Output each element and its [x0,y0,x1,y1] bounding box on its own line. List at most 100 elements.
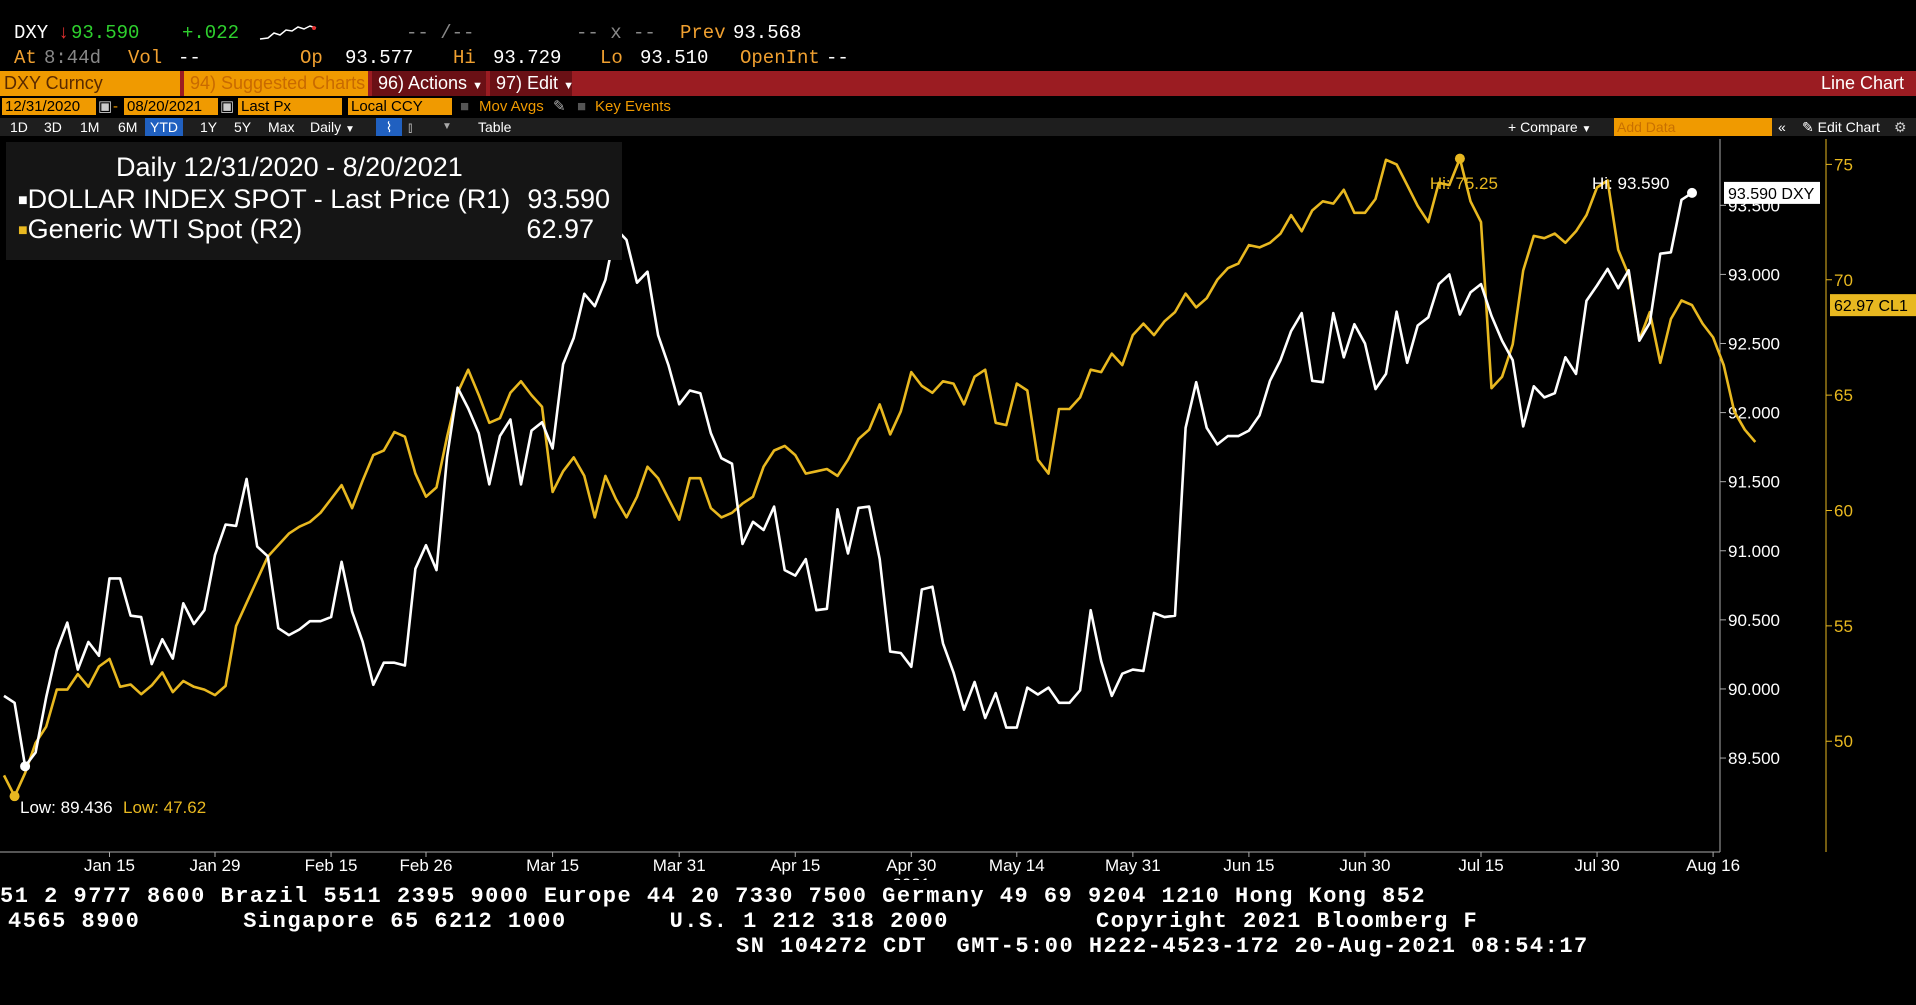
legend-series-dxy: ■DOLLAR INDEX SPOT - Last Price (R1) [18,184,510,215]
line-chart-icon[interactable]: ⌇ [376,118,402,136]
dxy-series-line [3,191,1693,768]
collapse-icon[interactable]: « [1778,119,1786,135]
x-tick-label: Mar 31 [653,856,706,875]
open-label: Op [300,47,323,69]
period-5y-button[interactable]: 5Y [234,119,252,135]
wti-high-marker [1454,153,1465,164]
chevron-down-icon[interactable]: ▼ [442,121,452,132]
wti-high-annotation: Hi: 75.25 [1430,174,1498,193]
wti-low-marker [9,791,20,802]
x-tick-label: May 31 [1105,856,1161,875]
calendar-icon[interactable]: ▣ [220,98,235,115]
period-1y-button[interactable]: 1Y [200,119,218,135]
y-right-tick-label: 65 [1834,386,1853,405]
start-date-field[interactable]: 12/31/2020 [2,98,96,115]
yellow-square-icon: ■ [18,221,28,239]
last-price: 93.590 [71,22,140,44]
period-ytd-button[interactable]: YTD [145,118,183,136]
currency-select[interactable]: Local CCY [348,98,452,115]
period-3d-button[interactable]: 3D [44,119,62,135]
edit-label: 97) Edit [496,73,559,93]
x-tick-label: May 14 [989,856,1045,875]
period-1m-button[interactable]: 1M [80,119,100,135]
y-left-tick-label: 92.500 [1728,335,1780,354]
chevron-down-icon: ▼ [345,124,355,135]
end-date-field[interactable]: 08/20/2021 [124,98,218,115]
date-dash: - [113,98,118,115]
x-tick-label: Apr 30 [886,856,936,875]
legend-wti-value: 62.97 [526,214,594,244]
y-left-tick-label: 93.000 [1728,265,1780,284]
edit-menu[interactable]: 97) Edit ▼ [490,71,574,96]
bar-chart-icon[interactable]: ⫾ [408,119,413,135]
sparkline-icon [259,25,317,40]
x-tick-label: Mar 15 [526,856,579,875]
gear-icon[interactable]: ⚙ [1894,119,1907,135]
period-1d-button[interactable]: 1D [10,119,28,135]
function-bar: DXY Curncy 94) Suggested Charts 96) Acti… [0,71,1916,96]
bid-ask-size: -- x -- [576,22,656,44]
y-right-tick-label: 55 [1834,617,1853,636]
chart-type-label: Line Chart [1820,73,1904,93]
at-label: At [14,47,37,69]
chart-legend: Daily 12/31/2020 - 8/20/2021 ■DOLLAR IND… [6,142,622,260]
frequency-label: Daily [310,119,342,135]
dxy-high-annotation: Hi: 93.590 [1592,174,1670,193]
compare-label: + Compare [1508,119,1578,135]
period-max-button[interactable]: Max [268,119,295,135]
ticker-field[interactable]: DXY Curncy [0,71,180,96]
edit-chart-button[interactable]: ✎ Edit Chart [1802,118,1880,136]
y-left-tick-label: 91.500 [1728,473,1780,492]
prev-value: 93.568 [733,22,802,44]
wti-series-line [2,157,1757,798]
down-arrow-icon: ↓ [58,22,70,44]
field-select[interactable]: Last Px [238,98,342,115]
high-value: 93.729 [493,47,562,69]
prev-label: Prev [680,22,726,44]
compare-button[interactable]: + Compare ▼ [1508,118,1591,136]
y-right-tick-label: 60 [1834,501,1853,520]
y-right-tick-label: 50 [1834,732,1853,751]
open-interest-value: -- [826,47,849,69]
legend-wti-name: Generic WTI Spot (R2) [27,214,303,244]
chevron-down-icon: ▼ [472,80,483,92]
high-label: Hi [453,47,476,69]
key-events-checkbox[interactable]: ■ [577,98,587,115]
y-left-tick-label: 90.500 [1728,611,1780,630]
ticker-line-3: SN 104272 CDT GMT-5:00 H222-4523-172 20-… [736,934,1589,959]
frequency-select[interactable]: Daily ▼ [310,118,355,136]
vol-value: -- [178,47,201,69]
dxy-last-tag [1724,181,1820,204]
wti-last-tag [1830,294,1916,317]
chevron-down-icon: ▼ [563,80,574,92]
y-right-tick-label: 75 [1834,155,1853,174]
y-left-tick-label: 92.000 [1728,404,1780,423]
x-tick-label: Feb 15 [305,856,358,875]
actions-label: 96) Actions [378,73,468,93]
chevron-down-icon: ▼ [1581,124,1592,135]
white-square-icon: ■ [18,191,28,209]
y-left-tick-label: 89.500 [1728,749,1780,768]
x-tick-label: Jan 29 [189,856,240,875]
legend-series-wti: ■Generic WTI Spot (R2) [18,214,302,245]
open-value: 93.577 [345,47,414,69]
add-data-input[interactable]: Add Data [1614,118,1772,136]
security-code: DXY [14,22,49,44]
actions-menu[interactable]: 96) Actions ▼ [372,71,486,96]
pencil-icon[interactable]: ✎ [553,98,566,115]
low-value: 93.510 [640,47,709,69]
pencil-icon: ✎ [1802,119,1814,135]
x-tick-label: Jan 15 [84,856,135,875]
legend-title: Daily 12/31/2020 - 8/20/2021 [116,152,463,182]
period-6m-button[interactable]: 6M [118,119,138,135]
calendar-icon[interactable]: ▣ [98,98,113,115]
x-tick-label: Jul 15 [1458,856,1503,875]
ticker-line-2: 4565 8900 Singapore 65 6212 1000 U.S. 1 … [8,909,1479,934]
wti-last-tag-label: 62.97 CL1 [1834,298,1908,315]
mov-avgs-checkbox[interactable]: ■ [460,98,470,115]
suggested-charts-button[interactable]: 94) Suggested Charts [184,71,368,96]
table-button[interactable]: Table [478,119,512,135]
wti-low-annotation: Low: 47.62 [123,798,206,817]
bid-ask: -- /-- [406,22,475,44]
x-tick-label: Jun 15 [1223,856,1274,875]
